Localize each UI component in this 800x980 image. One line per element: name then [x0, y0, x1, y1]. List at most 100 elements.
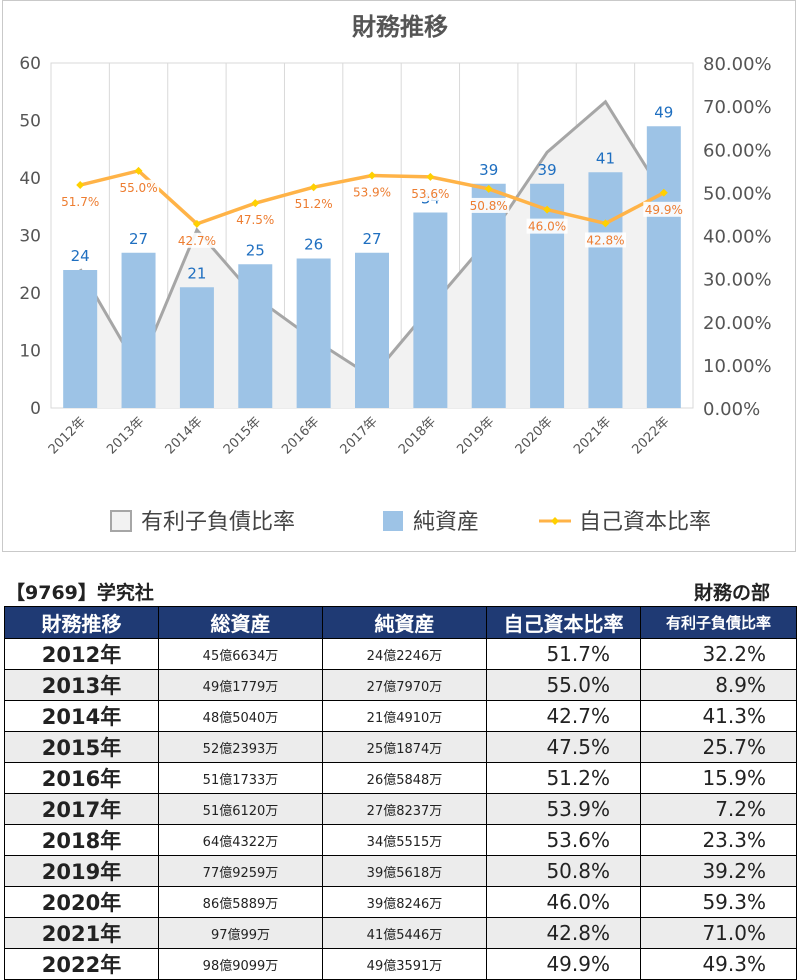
x-tick-label: 2021年	[571, 414, 614, 457]
net-assets-label: 27	[362, 230, 381, 248]
cell-year: 2019年	[4, 855, 159, 887]
cell-net-assets: 25億1874万	[322, 731, 487, 763]
net-assets-bar	[238, 264, 273, 408]
equity-ratio-label-bg	[293, 196, 335, 212]
net-assets-label: 41	[596, 149, 615, 167]
cell-year: 2018年	[4, 824, 159, 856]
cell-debt-ratio: 15.9%	[640, 762, 797, 794]
header-net-assets: 純資産	[322, 606, 487, 639]
net-assets-bar	[413, 212, 448, 408]
equity-ratio-label-bg	[468, 197, 510, 213]
x-tick-label: 2019年	[454, 414, 497, 457]
table-row: 2012年 45億6634万 24億2246万 51.7% 32.2%	[4, 638, 797, 670]
cell-net-assets: 21億4910万	[322, 700, 487, 732]
cell-year: 2014年	[4, 700, 159, 732]
equity-ratio-point	[543, 205, 552, 214]
y-right-tick: 50.00%	[703, 183, 772, 204]
equity-ratio-point	[659, 188, 668, 197]
equity-ratio-point	[368, 171, 376, 180]
cell-equity-ratio: 50.8%	[486, 855, 641, 887]
header-debt-ratio: 有利子負債比率	[640, 606, 797, 639]
cell-debt-ratio: 8.9%	[640, 669, 797, 701]
cell-total-assets: 45億6634万	[158, 638, 323, 670]
x-tick-label: 2017年	[338, 414, 381, 457]
x-tick-label: 2012年	[46, 414, 89, 457]
table-caption: 【9769】学究社 財務の部	[0, 574, 800, 604]
cell-total-assets: 48億5040万	[158, 700, 323, 732]
y-right-tick: 60.00%	[703, 140, 772, 161]
legend-debt-ratio-label: 有利子負債比率	[141, 510, 295, 535]
cell-year: 2013年	[4, 669, 159, 701]
cell-net-assets: 27億7970万	[322, 669, 487, 701]
net-assets-label: 49	[654, 103, 673, 121]
table-body: 2012年 45億6634万 24億2246万 51.7% 32.2% 2013年 49億1…	[4, 638, 797, 980]
financial-chart: 財務推移242721252627343939414951.7%55.0%42.7…	[19, 13, 772, 535]
equity-ratio-label-bg	[643, 201, 685, 217]
equity-ratio-label-bg	[409, 185, 451, 201]
equity-ratio-label-bg	[351, 184, 393, 200]
cell-equity-ratio: 55.0%	[486, 669, 641, 701]
chart-panel: 財務推移242721252627343939414951.7%55.0%42.7…	[2, 0, 796, 552]
equity-ratio-label: 53.6%	[411, 187, 449, 201]
net-assets-bar	[588, 172, 623, 408]
x-tick-label: 2018年	[396, 414, 439, 457]
cell-total-assets: 86億5889万	[158, 886, 323, 918]
cell-debt-ratio: 25.7%	[640, 731, 797, 763]
equity-ratio-label: 42.8%	[586, 233, 624, 247]
cell-year: 2016年	[4, 762, 159, 794]
cell-net-assets: 39億5618万	[322, 855, 487, 887]
equity-ratio-label-bg	[234, 212, 276, 228]
y-left-tick: 50	[19, 112, 41, 132]
cell-net-assets: 26億5848万	[322, 762, 487, 794]
net-assets-label: 26	[304, 236, 323, 254]
cell-equity-ratio: 46.0%	[486, 886, 641, 918]
cell-equity-ratio: 53.6%	[486, 824, 641, 856]
net-assets-label: 39	[479, 161, 498, 179]
x-tick-label: 2015年	[221, 414, 264, 457]
net-assets-bar	[646, 126, 681, 408]
x-tick-label: 2016年	[279, 414, 322, 457]
equity-ratio-label: 49.9%	[645, 203, 683, 217]
cell-net-assets: 39億8246万	[322, 886, 487, 918]
equity-ratio-point	[76, 181, 85, 190]
table-row: 2013年 49億1779万 27億7970万 55.0% 8.9%	[4, 669, 797, 701]
x-tick-label: 2013年	[104, 414, 147, 457]
table-row: 2019年 77億9259万 39億5618万 50.8% 39.2%	[4, 855, 797, 887]
net-assets-bar	[63, 270, 98, 408]
net-assets-label: 24	[71, 247, 90, 265]
equity-ratio-label: 51.2%	[295, 197, 333, 211]
net-assets-label: 25	[246, 241, 265, 259]
cell-year: 2017年	[4, 793, 159, 825]
cell-total-assets: 51億6120万	[158, 793, 323, 825]
equity-ratio-point	[192, 219, 201, 228]
table-header-row: 財務推移 総資産 純資産 自己資本比率 有利子負債比率	[4, 606, 797, 639]
y-right-tick: 0.00%	[703, 399, 760, 420]
net-assets-bar	[179, 287, 214, 408]
cell-total-assets: 52億2393万	[158, 731, 323, 763]
cell-equity-ratio: 42.8%	[486, 917, 641, 949]
legend-net-assets-swatch	[383, 511, 403, 531]
cell-net-assets: 34億5515万	[322, 824, 487, 856]
table-row: 2018年 64億4322万 34億5515万 53.6% 23.3%	[4, 824, 797, 856]
y-right-tick: 40.00%	[703, 227, 772, 248]
cell-net-assets: 24億2246万	[322, 638, 487, 670]
cell-debt-ratio: 23.3%	[640, 824, 797, 856]
equity-ratio-point	[426, 172, 435, 181]
y-right-tick: 70.00%	[703, 97, 772, 118]
table-row: 2015年 52億2393万 25億1874万 47.5% 25.7%	[4, 731, 797, 763]
table-row: 2017年 51億6120万 27億8237万 53.9% 7.2%	[4, 793, 797, 825]
y-left-tick: 20	[19, 284, 41, 304]
cell-equity-ratio: 51.2%	[486, 762, 641, 794]
y-left-tick: 40	[19, 169, 41, 189]
x-tick-label: 2020年	[513, 414, 556, 457]
equity-ratio-label: 55.0%	[119, 181, 157, 195]
cell-equity-ratio: 51.7%	[486, 638, 641, 670]
cell-total-assets: 64億4322万	[158, 824, 323, 856]
y-right-tick: 30.00%	[703, 270, 772, 291]
cell-debt-ratio: 39.2%	[640, 855, 797, 887]
cell-total-assets: 49億1779万	[158, 669, 323, 701]
equity-ratio-label-bg	[176, 232, 218, 248]
table-row: 2021年 97億99万 41億5446万 42.8% 71.0%	[4, 917, 797, 949]
equity-ratio-label-bg	[118, 179, 160, 195]
equity-ratio-point	[134, 166, 143, 175]
